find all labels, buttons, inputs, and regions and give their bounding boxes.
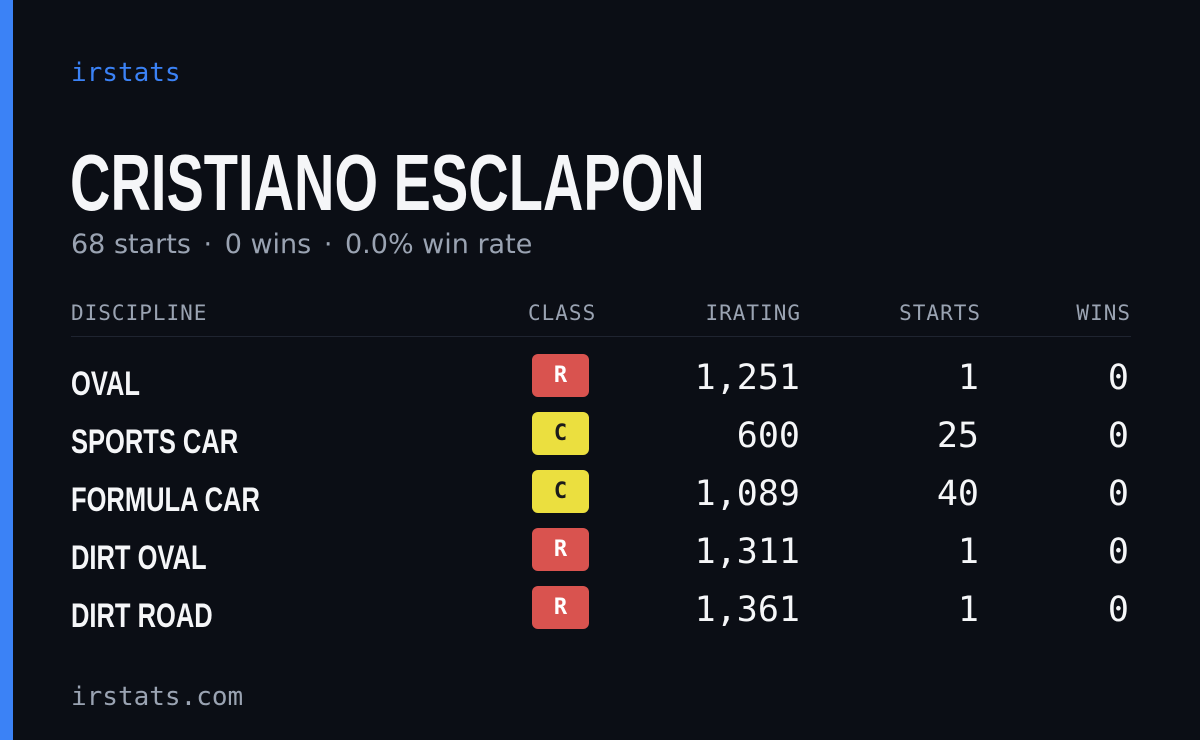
irating-value: 1,361 [694, 590, 800, 630]
starts-value: 25 [936, 416, 979, 456]
starts-value: 1 [957, 532, 979, 572]
header-starts: STARTS [899, 301, 981, 325]
license-class-badge: C [532, 412, 589, 455]
discipline-name: FORMULA CAR [71, 481, 260, 519]
license-class-badge: R [532, 528, 589, 571]
irating-value: 1,251 [694, 358, 800, 398]
irating-value: 1,089 [694, 474, 800, 514]
discipline-name: DIRT ROAD [71, 597, 213, 635]
wins-summary: 0 wins [224, 229, 312, 260]
wins-value: 0 [1107, 532, 1129, 572]
driver-summary: 68 starts · 0 wins · 0.0% win rate [71, 228, 532, 262]
starts-value: 40 [936, 474, 979, 514]
table-row: SPORTS CAR C 600 25 0 [71, 408, 1131, 466]
driver-name: CRISTIANO ESCLAPON [70, 138, 705, 227]
license-class-badge: R [532, 586, 589, 629]
header-discipline: DISCIPLINE [71, 301, 208, 325]
wins-value: 0 [1107, 590, 1129, 630]
summary-separator: · [323, 229, 333, 260]
stats-table-header: DISCIPLINE CLASS IRATING STARTS WINS [71, 300, 1131, 337]
table-row: DIRT ROAD R 1,361 1 0 [71, 582, 1131, 640]
brand-logo-text: irstats [71, 58, 181, 88]
summary-separator: · [203, 229, 213, 260]
wins-value: 0 [1107, 416, 1129, 456]
irating-value: 600 [736, 416, 800, 456]
discipline-name: OVAL [71, 365, 140, 403]
discipline-name: SPORTS CAR [71, 423, 239, 461]
header-wins: WINS [1076, 301, 1131, 325]
header-irating: IRATING [705, 301, 801, 325]
starts-summary: 68 starts [71, 229, 191, 260]
discipline-name: DIRT OVAL [71, 539, 207, 577]
table-row: OVAL R 1,251 1 0 [71, 350, 1131, 408]
win-rate-summary: 0.0% win rate [345, 229, 533, 260]
header-class: CLASS [528, 301, 597, 325]
starts-value: 1 [957, 590, 979, 630]
license-class-badge: C [532, 470, 589, 513]
accent-bar [0, 0, 13, 740]
license-class-badge: R [532, 354, 589, 397]
table-row: FORMULA CAR C 1,089 40 0 [71, 466, 1131, 524]
table-row: DIRT OVAL R 1,311 1 0 [71, 524, 1131, 582]
stats-table-body: OVAL R 1,251 1 0 SPORTS CAR C 600 25 0 F… [71, 350, 1131, 640]
wins-value: 0 [1107, 474, 1129, 514]
starts-value: 1 [957, 358, 979, 398]
irating-value: 1,311 [694, 532, 800, 572]
wins-value: 0 [1107, 358, 1129, 398]
footer-site-url: irstats.com [71, 682, 244, 712]
